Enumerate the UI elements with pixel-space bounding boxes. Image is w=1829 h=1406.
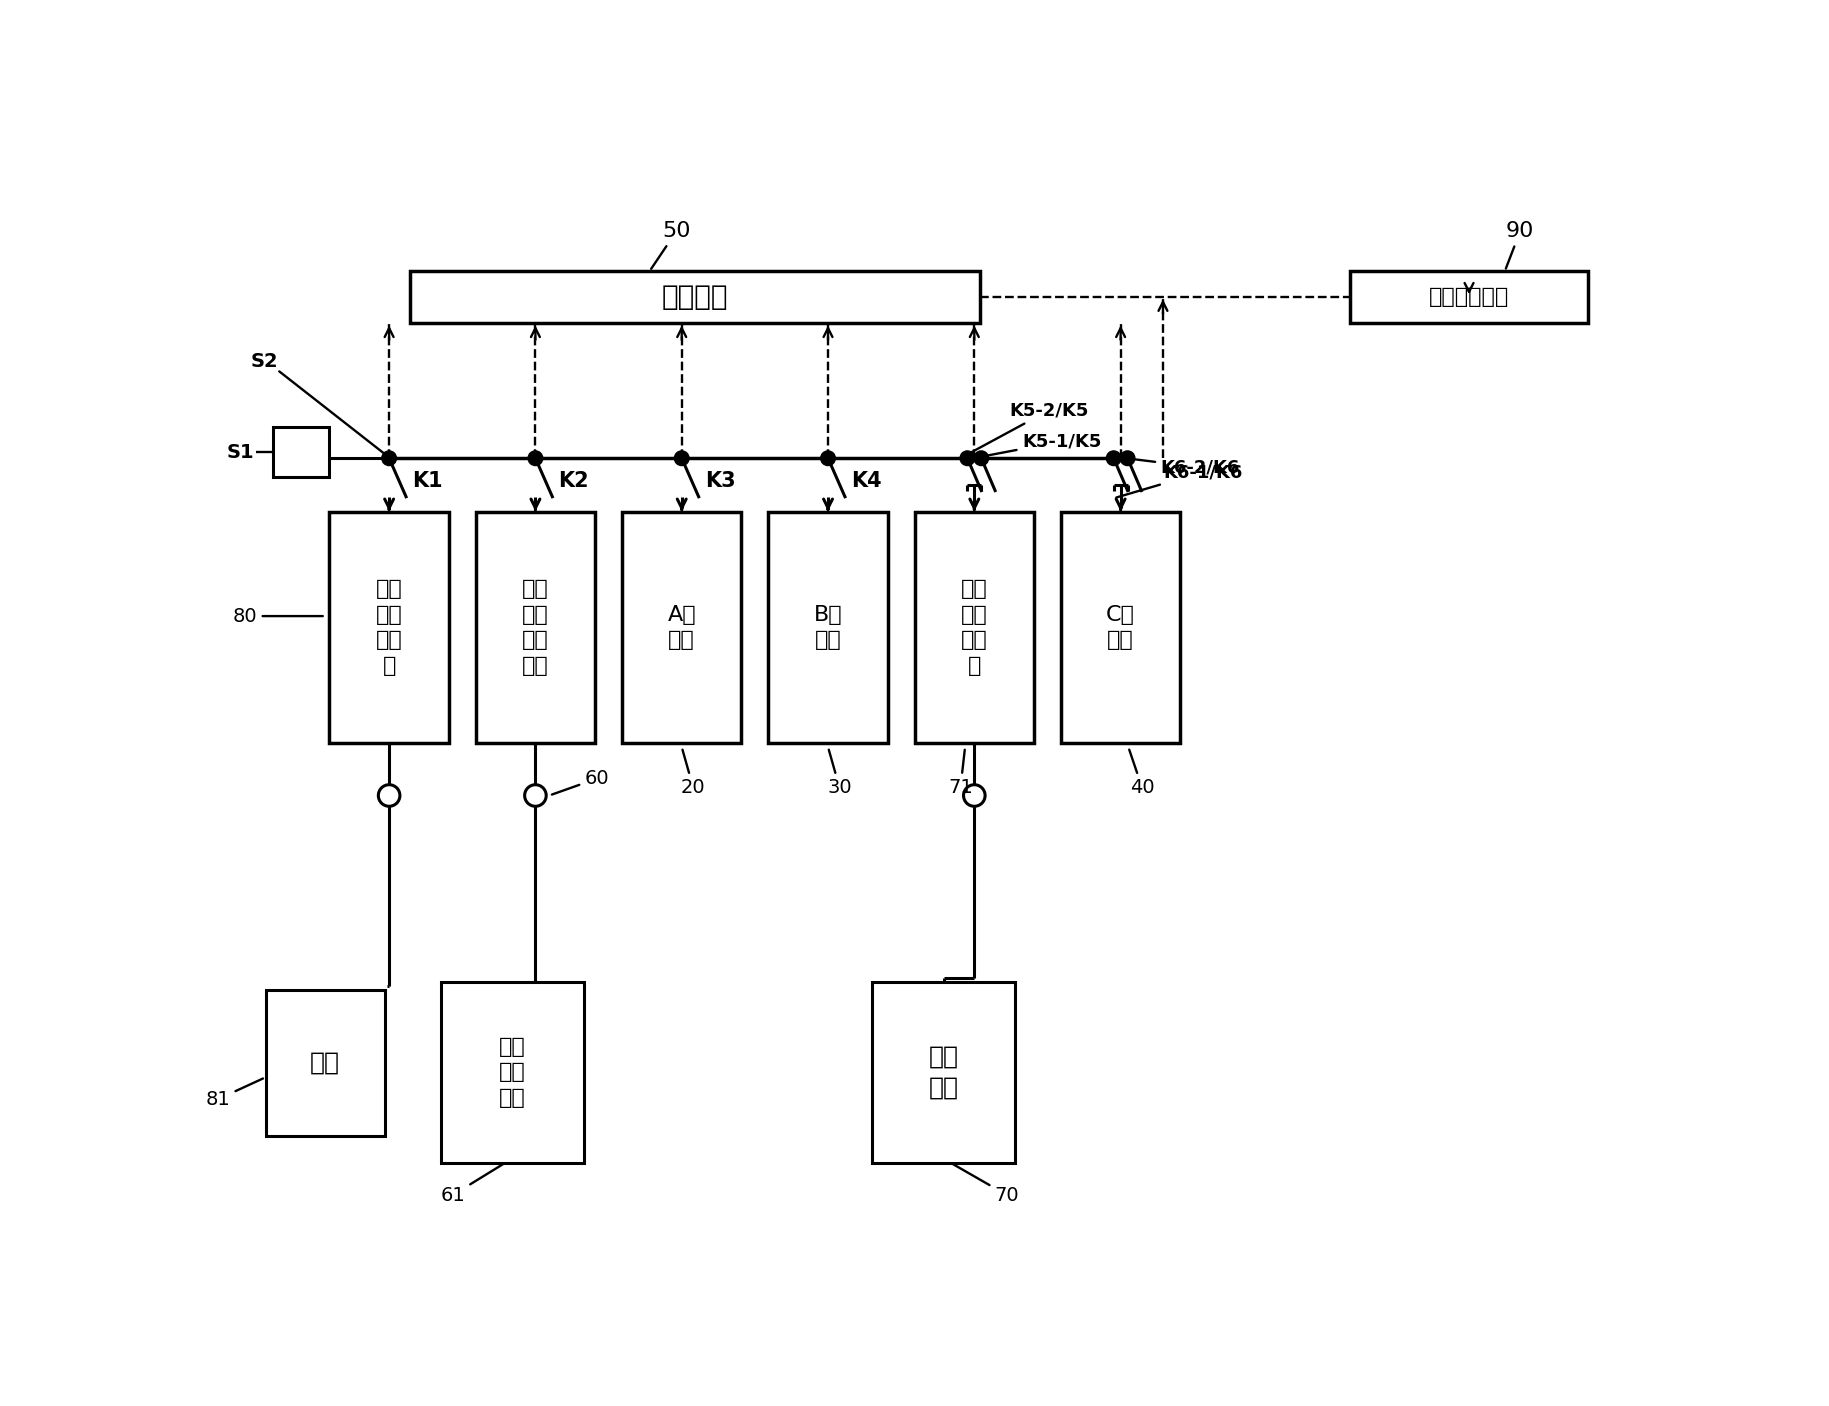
Circle shape: [1107, 451, 1121, 465]
Bar: [265, 990, 384, 1136]
Text: 90: 90: [1505, 221, 1535, 269]
Circle shape: [960, 451, 975, 465]
Text: C类
负荷: C类 负荷: [1107, 605, 1136, 651]
Text: 控制系统: 控制系统: [662, 284, 728, 311]
Bar: [273, 427, 329, 478]
Bar: [872, 981, 1015, 1163]
Text: K2: K2: [558, 471, 589, 491]
Bar: [1061, 512, 1180, 744]
Bar: [914, 512, 1033, 744]
Text: 20: 20: [680, 749, 706, 797]
Circle shape: [1119, 451, 1134, 465]
Text: 蓄电
池储
能柜: 蓄电 池储 能柜: [499, 1036, 525, 1108]
Text: K6-2/K6: K6-2/K6: [1116, 457, 1240, 477]
Bar: [410, 271, 980, 323]
Text: 机组
输出
配电
柜: 机组 输出 配电 柜: [960, 579, 988, 676]
Bar: [1350, 271, 1588, 323]
Text: 交流
不间
断电
源柜: 交流 不间 断电 源柜: [521, 579, 549, 676]
Text: 60: 60: [552, 769, 609, 794]
Text: 80: 80: [232, 606, 322, 626]
Text: K1: K1: [412, 471, 443, 491]
Text: 71: 71: [947, 749, 973, 797]
Text: 61: 61: [441, 1164, 503, 1205]
Circle shape: [821, 451, 836, 465]
Text: K5-2/K5: K5-2/K5: [969, 402, 1088, 453]
Bar: [622, 512, 741, 744]
Text: S1: S1: [227, 443, 254, 463]
Bar: [476, 512, 594, 744]
Text: A类
负荷: A类 负荷: [668, 605, 697, 651]
Text: 远程通讯系统: 远程通讯系统: [1428, 287, 1509, 308]
Circle shape: [675, 451, 690, 465]
Text: 50: 50: [651, 221, 691, 269]
Text: 发电
机组: 发电 机组: [929, 1045, 958, 1099]
Text: 40: 40: [1128, 749, 1154, 797]
Text: S2: S2: [251, 353, 278, 371]
Bar: [329, 512, 448, 744]
Text: K4: K4: [850, 471, 882, 491]
Text: 70: 70: [953, 1164, 1019, 1205]
Text: 30: 30: [827, 749, 852, 797]
Circle shape: [973, 451, 988, 465]
Text: K3: K3: [704, 471, 735, 491]
Text: 81: 81: [205, 1078, 263, 1109]
Text: K5-1/K5: K5-1/K5: [984, 432, 1101, 456]
Bar: [768, 512, 887, 744]
Text: B类
负荷: B类 负荷: [814, 605, 843, 651]
Text: 市电
输入
配电
柜: 市电 输入 配电 柜: [375, 579, 402, 676]
Circle shape: [529, 451, 543, 465]
Circle shape: [382, 451, 397, 465]
Bar: [441, 981, 583, 1163]
Text: 市电: 市电: [311, 1050, 340, 1074]
Text: K6-1/K6: K6-1/K6: [1116, 463, 1242, 498]
